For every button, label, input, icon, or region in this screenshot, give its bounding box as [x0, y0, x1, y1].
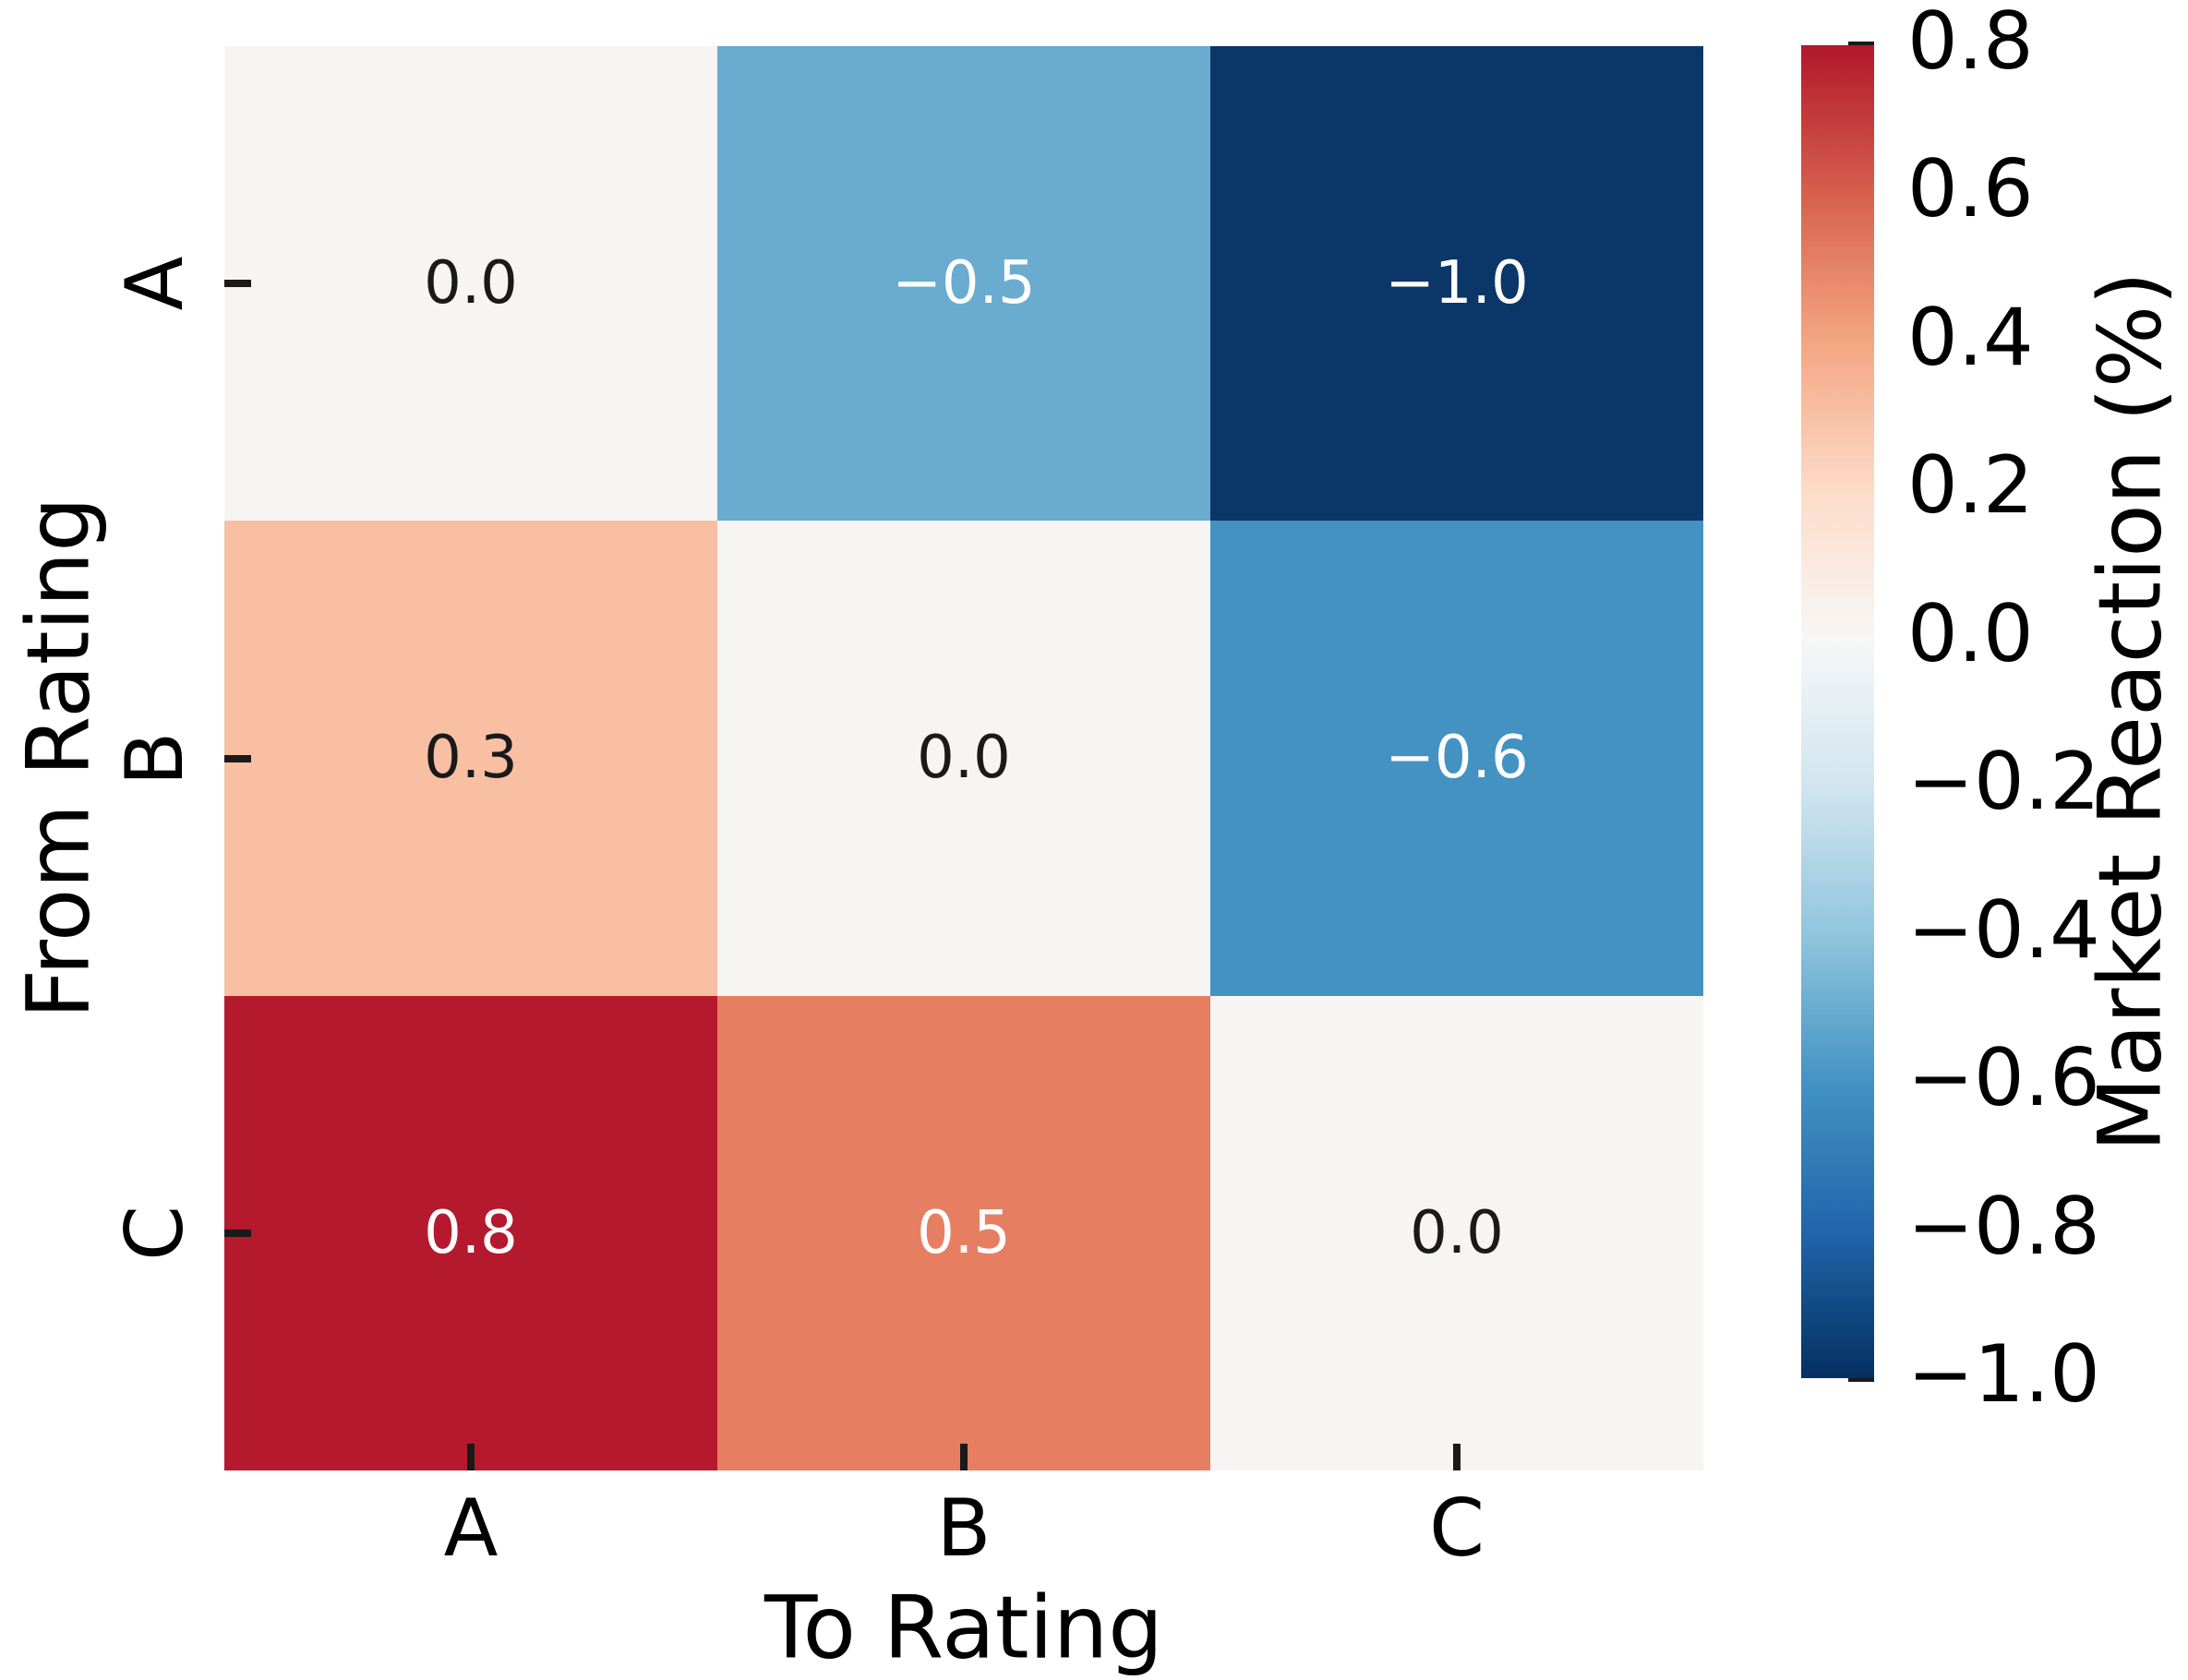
cell-value: 0.8 — [424, 1198, 518, 1267]
heatmap: 0.0 −0.5 −1.0 0.3 0.0 −0.6 0.8 0.5 0.0 — [224, 46, 1703, 1470]
colorbar-gradient — [1801, 45, 1874, 1378]
y-tick-label-B: B — [109, 731, 201, 786]
colorbar-label: Market Reaction (%) — [2080, 271, 2182, 1152]
cell-value: 0.3 — [424, 724, 518, 793]
heatmap-cell-B-A: 0.3 — [224, 521, 717, 996]
x-tick-mark — [960, 1444, 968, 1470]
y-tick-mark — [224, 1229, 251, 1237]
heatmap-cell-A-B: −0.5 — [717, 46, 1210, 522]
y-tick-mark — [224, 754, 251, 762]
x-tick-mark — [1453, 1444, 1461, 1470]
colorbar-tick-label: −1.0 — [1907, 1328, 2100, 1421]
y-tick-label-C: C — [109, 1205, 201, 1261]
y-tick-label-A: A — [109, 256, 201, 311]
cell-value: 0.0 — [917, 724, 1011, 793]
y-axis-label: From Rating — [8, 497, 110, 1019]
x-tick-mark — [467, 1444, 475, 1470]
heatmap-cell-B-C: −0.6 — [1210, 521, 1703, 996]
x-tick-label-C: C — [1428, 1482, 1485, 1575]
colorbar-tick-label: −0.6 — [1907, 1032, 2100, 1125]
cell-value: 0.5 — [917, 1198, 1011, 1267]
x-tick-label-A: A — [443, 1482, 499, 1575]
cell-value: 0.0 — [424, 249, 518, 318]
colorbar-tick-label: 0.4 — [1907, 291, 2034, 384]
cell-value: −1.0 — [1385, 249, 1529, 318]
x-axis-label: To Rating — [764, 1578, 1163, 1679]
colorbar-tick-label: 0.8 — [1907, 0, 2034, 88]
colorbar-tick-label: −0.2 — [1907, 736, 2100, 829]
heatmap-cell-A-A: 0.0 — [224, 46, 717, 522]
colorbar-tick-label: −0.8 — [1907, 1180, 2100, 1273]
cell-value: −0.5 — [892, 249, 1036, 318]
heatmap-cell-C-C: 0.0 — [1210, 995, 1703, 1470]
heatmap-cell-C-B: 0.5 — [717, 995, 1210, 1470]
x-tick-label-B: B — [936, 1482, 992, 1575]
heatmap-cell-B-B: 0.0 — [717, 521, 1210, 996]
colorbar-tick-mark — [1848, 1374, 1874, 1382]
colorbar-tick-label: 0.2 — [1907, 439, 2034, 533]
cell-value: 0.0 — [1410, 1198, 1504, 1267]
y-tick-mark — [224, 280, 251, 288]
colorbar-tick-label: 0.0 — [1907, 587, 2034, 680]
colorbar-tick-label: −0.4 — [1907, 883, 2100, 977]
colorbar-tick-label: 0.6 — [1907, 143, 2034, 236]
heatmap-cell-C-A: 0.8 — [224, 995, 717, 1470]
heatmap-cell-A-C: −1.0 — [1210, 46, 1703, 522]
cell-value: −0.6 — [1385, 724, 1529, 793]
